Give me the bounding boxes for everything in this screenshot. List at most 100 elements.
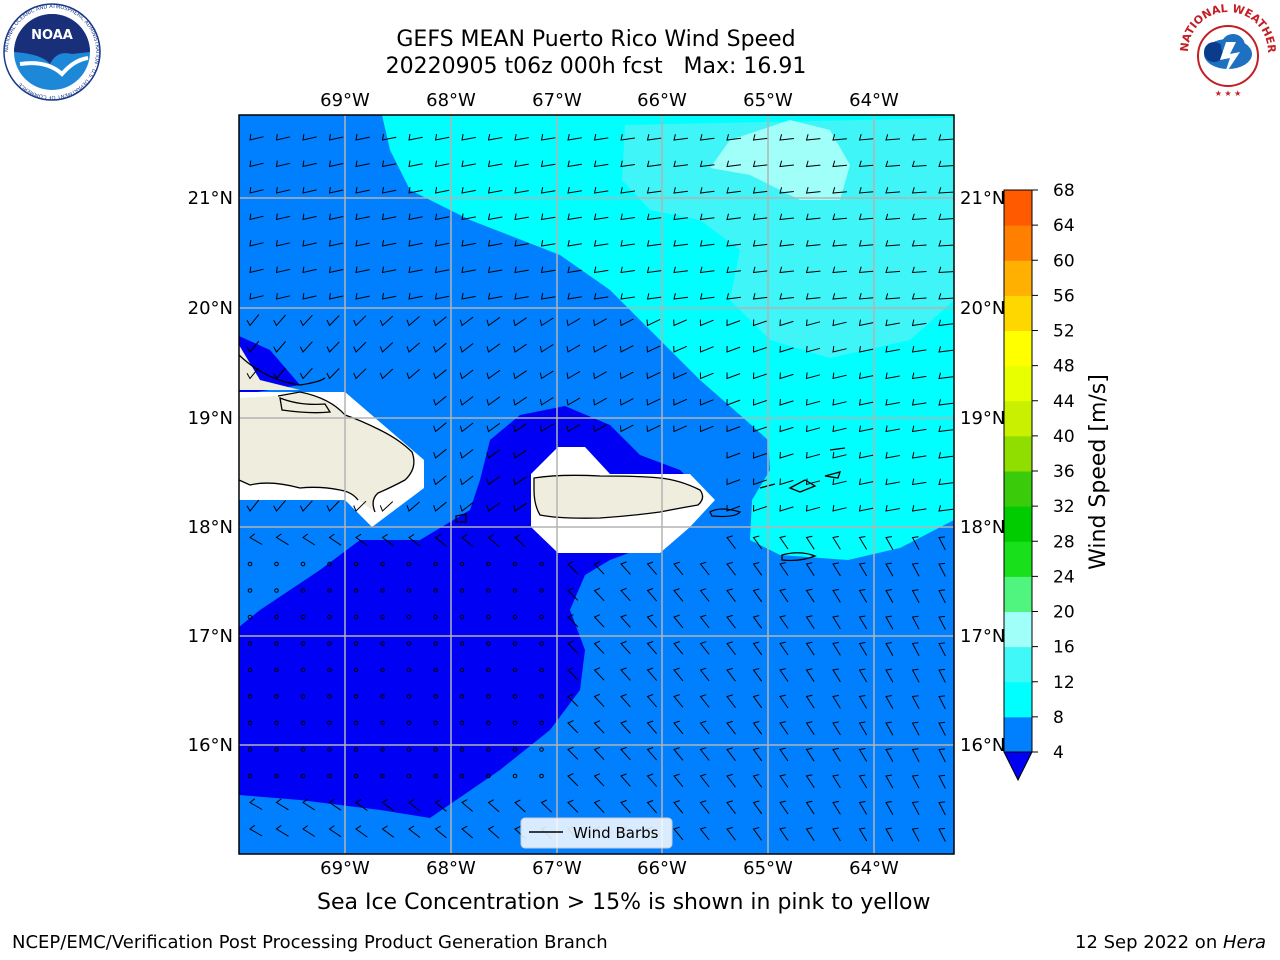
wind-barb [779, 721, 789, 735]
wind-barb [433, 342, 447, 353]
calm-barb [247, 588, 253, 593]
wind-barb [699, 667, 710, 682]
wind-barb [805, 504, 821, 512]
wind-barb [593, 160, 609, 168]
wind-barb [461, 825, 474, 839]
calm-barb [353, 588, 359, 593]
calm-barb [274, 614, 279, 620]
wind-barb [752, 774, 763, 788]
wind-barb [273, 367, 286, 380]
wind-barb [487, 213, 503, 221]
wind-barb [406, 316, 420, 327]
wind-barb [461, 134, 476, 141]
wind-barb [832, 827, 841, 842]
wind-barb [620, 693, 631, 708]
lon-label: 69°W [320, 858, 370, 879]
wind-barb [938, 589, 946, 604]
wind-barb [779, 451, 794, 459]
wind-barb [620, 160, 635, 168]
wind-barb [938, 827, 946, 842]
calm-barb [539, 641, 544, 646]
land-hispaniola-north [239, 345, 300, 390]
wind-barb [858, 668, 868, 683]
wind-barb [752, 134, 768, 141]
wind-barb [673, 614, 684, 629]
wind-barb [752, 213, 768, 221]
wind-barb [885, 346, 900, 353]
footer-date-text: 12 Sep 2022 on [1075, 932, 1223, 953]
wind-barb [673, 345, 688, 353]
wind-barb [779, 425, 794, 433]
calm-barb [353, 773, 359, 779]
wind-barb [275, 187, 291, 194]
wind-barb [726, 134, 741, 141]
wind-barb [779, 668, 789, 682]
wind-barb [911, 213, 927, 221]
wind-barb [726, 800, 736, 815]
wind-barb [673, 425, 688, 433]
wind-barb [646, 345, 661, 353]
wind-barb [514, 213, 529, 221]
wind-barb [805, 240, 821, 247]
wind-barb [328, 160, 344, 168]
wind-barb [620, 587, 631, 602]
wind-barb [752, 827, 763, 841]
wind-barb [275, 533, 289, 546]
wind-barb [646, 266, 662, 274]
wind-barb [353, 368, 367, 380]
calm-barb [247, 720, 253, 726]
wind-barb [540, 134, 556, 141]
wind-barb [459, 369, 474, 380]
lon-label: 68°W [426, 90, 476, 111]
wind-barb [379, 342, 394, 353]
lat-label: 17°N [960, 626, 1005, 647]
wind-barb [408, 134, 423, 141]
wind-barb [328, 533, 342, 546]
wind-barb [911, 774, 920, 789]
wind-barb [805, 747, 815, 762]
calm-barb [353, 561, 359, 567]
wind-barb [779, 615, 789, 629]
wind-barb [805, 293, 821, 300]
wind-barb [832, 160, 847, 168]
wind-barb [406, 501, 420, 512]
wind-barb [673, 213, 688, 221]
wind-barb [273, 341, 286, 353]
wind-barb [593, 799, 605, 814]
wind-barb [249, 824, 263, 837]
wind-barb [726, 561, 736, 576]
wind-barb [699, 187, 715, 194]
lon-label: 67°W [532, 90, 582, 111]
wind-barb [699, 319, 714, 327]
lat-labels-right: 21°N 20°N 19°N 18°N 17°N 16°N [960, 188, 1005, 756]
lat-label: 18°N [960, 517, 1005, 538]
colorbar-segment [1004, 225, 1032, 261]
calm-barb [406, 747, 412, 752]
wind-barb [885, 695, 894, 709]
wind-barb [620, 187, 635, 194]
wind-barb [885, 721, 894, 736]
wind-barb [752, 398, 767, 406]
wind-barb [302, 187, 317, 194]
wind-barb [299, 314, 313, 327]
wind-barb [673, 588, 684, 602]
wind-barb [885, 615, 894, 630]
wind-barb [567, 133, 582, 141]
wind-barb [832, 240, 847, 247]
wind-barb [938, 346, 953, 353]
wind-barb [328, 266, 344, 274]
lat-label: 20°N [188, 298, 233, 319]
calm-barb [353, 720, 359, 726]
legend-label: Wind Barbs [573, 824, 659, 842]
colorbar-tick-label: 36 [1053, 462, 1075, 482]
wind-barb [459, 396, 474, 406]
wind-barb [593, 292, 609, 300]
wind-barb [461, 240, 476, 247]
wind-barb [779, 293, 794, 300]
wind-barb [355, 266, 370, 274]
wind-barb [328, 240, 344, 247]
lat-label: 19°N [188, 408, 233, 429]
wind-barb [646, 667, 658, 681]
wind-barb [620, 720, 631, 734]
